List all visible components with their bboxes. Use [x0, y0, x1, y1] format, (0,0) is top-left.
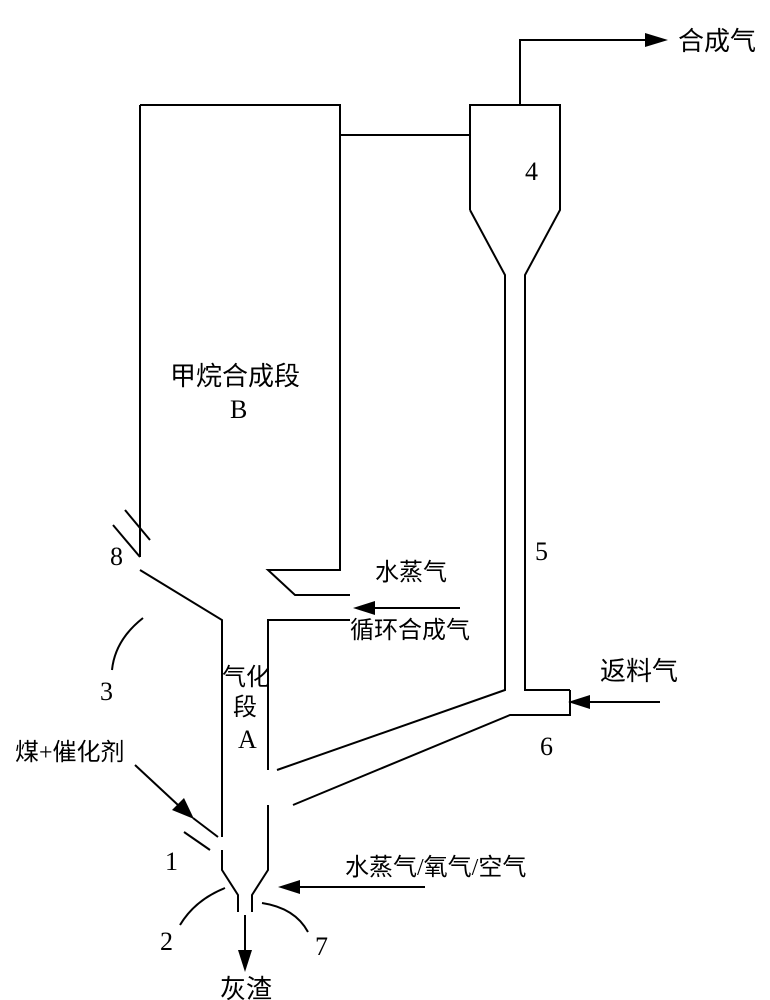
gasification-label-1: 气化	[222, 664, 270, 691]
dipleg-left	[277, 210, 505, 770]
methane-section-label: 甲烷合成段	[170, 362, 300, 391]
gasification-label-2: 段	[233, 694, 257, 721]
steam-label: 水蒸气	[375, 559, 447, 586]
steam-o2-air-inlet: 水蒸气/氧气/空气	[278, 854, 526, 894]
steam-recycle-inlet: 水蒸气 循环合成气	[350, 559, 470, 644]
port-7: 7	[262, 903, 328, 961]
num-5: 5	[535, 537, 548, 566]
port-2: 2	[160, 888, 225, 956]
num-2: 2	[160, 927, 173, 956]
ash-label: 灰渣	[220, 975, 272, 1000]
return-gas-label: 返料气	[600, 657, 678, 686]
coal-catalyst-inlet: 煤+催化剂	[15, 739, 194, 819]
num-7: 7	[315, 932, 328, 961]
port-3: 3	[100, 618, 143, 706]
syngas-label: 合成气	[678, 27, 756, 56]
num-4: 4	[525, 157, 538, 186]
ash-outlet: 灰渣	[220, 915, 272, 1000]
num-6: 6	[540, 732, 553, 761]
coal-catalyst-label: 煤+催化剂	[15, 739, 125, 766]
port-1: 1	[165, 818, 218, 876]
return-gas-inlet: 返料气 6	[525, 657, 678, 761]
methane-section-tag: B	[230, 395, 247, 424]
steam-o2-air-label: 水蒸气/氧气/空气	[345, 854, 526, 881]
num-3: 3	[100, 677, 113, 706]
recycle-gas-label: 循环合成气	[350, 617, 470, 644]
process-diagram: 合成气 8 3 水蒸气 循环合成气 返料气 6 煤+催化剂 1	[0, 0, 770, 1000]
num-8: 8	[110, 542, 123, 571]
port-8: 8	[110, 510, 150, 571]
syngas-outlet: 合成气	[520, 27, 756, 105]
gasification-tag: A	[238, 725, 257, 754]
num-1: 1	[165, 847, 178, 876]
